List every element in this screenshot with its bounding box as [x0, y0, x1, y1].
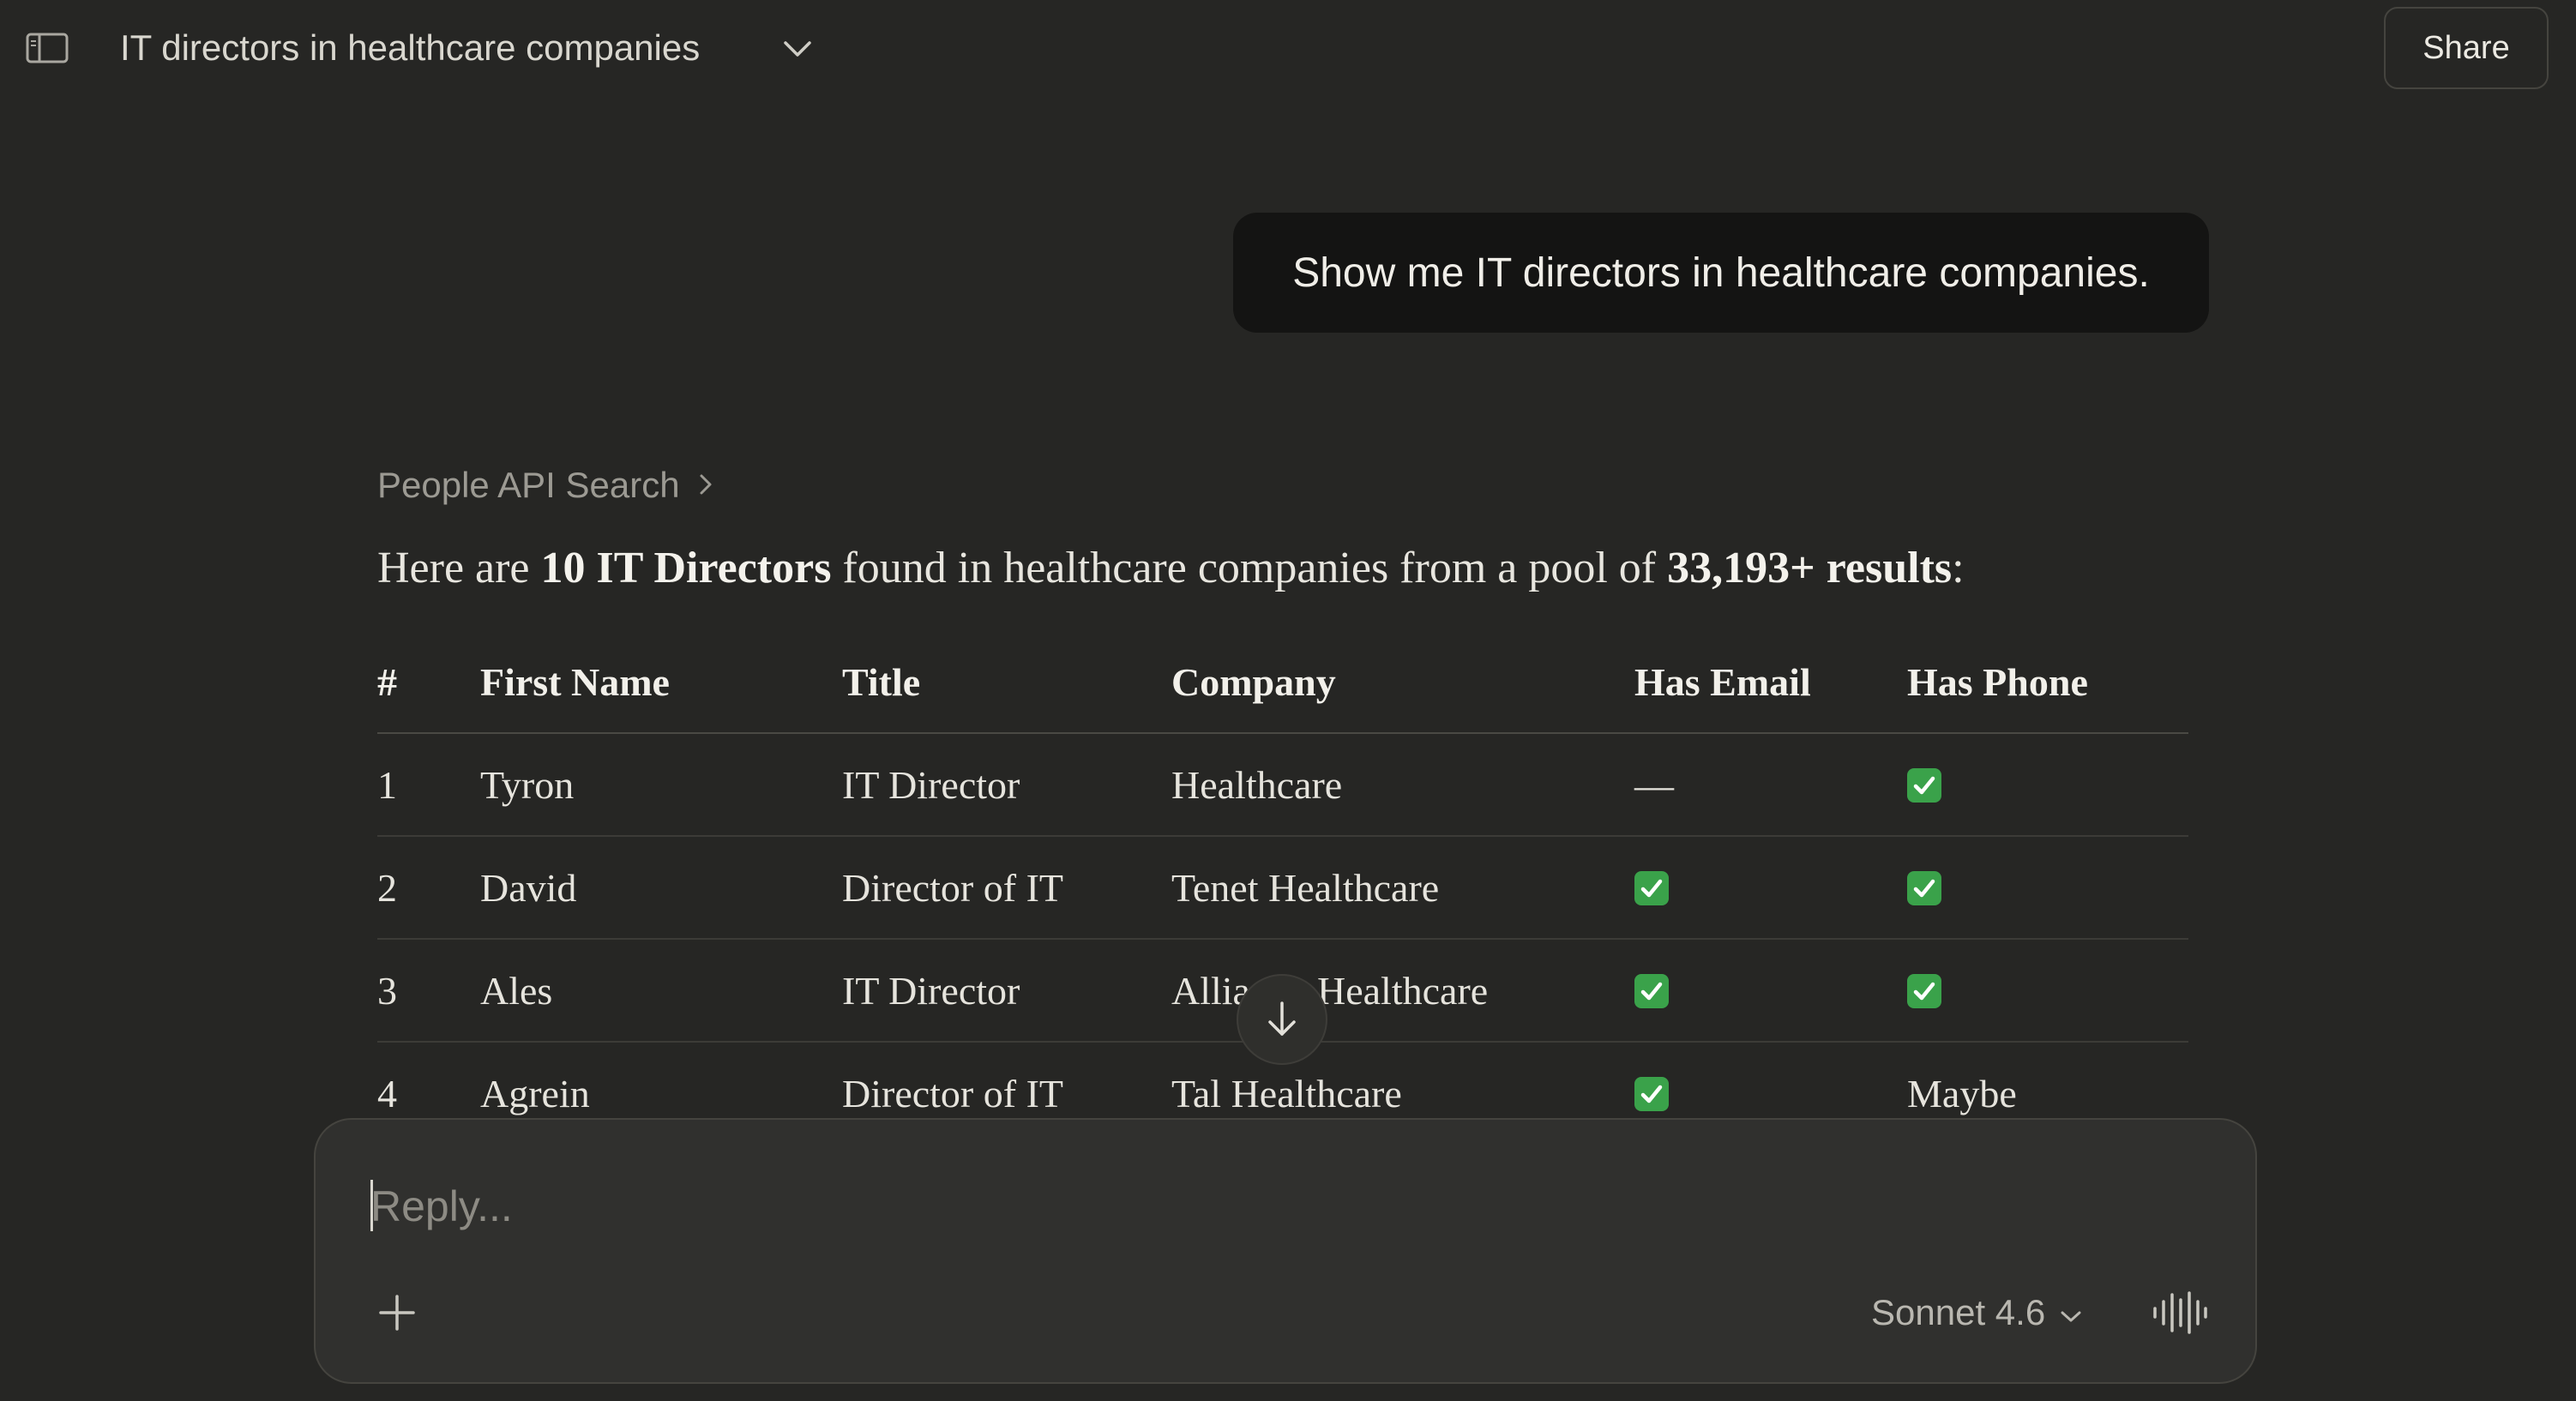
check-mark-icon	[1634, 871, 1669, 906]
results-table: # First Name Title Company Has Email Has…	[377, 640, 2188, 1145]
company-name: Tal Healthcare	[1171, 1072, 1402, 1115]
chevron-down-icon[interactable]	[782, 34, 813, 62]
chat-title[interactable]: IT directors in healthcare companies	[120, 27, 701, 68]
check-mark-icon	[1907, 974, 1941, 1009]
job-title: Director of IT	[842, 1072, 1063, 1115]
summary-prefix: Here are	[377, 544, 541, 592]
has-phone-cell	[1907, 837, 1941, 940]
check-mark-icon	[1907, 768, 1941, 803]
company-name: Tenet Healthcare	[1171, 866, 1440, 910]
first-name: Tyron	[480, 763, 575, 807]
has-phone-cell	[1907, 734, 1941, 837]
row-number: 4	[377, 1072, 397, 1115]
company-name-tail: Healthcare	[1317, 969, 1489, 1013]
column-header-company: Company	[1171, 660, 1336, 704]
company-name-partial: Allia	[1171, 969, 1250, 1013]
has-phone-cell	[1907, 940, 1941, 1043]
arrow-down-icon	[1268, 1001, 1296, 1036]
reply-input[interactable]	[369, 1171, 2173, 1242]
column-header-first-name: First Name	[480, 660, 670, 704]
has-email-cell	[1634, 837, 1669, 940]
row-number: 3	[377, 969, 397, 1013]
top-bar: IT directors in healthcare companies Sha…	[0, 0, 2576, 96]
row-number: 2	[377, 866, 397, 910]
job-title: Director of IT	[842, 866, 1063, 910]
composer: Sonnet 4.6	[314, 1118, 2257, 1384]
company-name: Healthcare	[1171, 763, 1343, 807]
summary-pool: 33,193+ results	[1667, 544, 1953, 592]
tool-call-link[interactable]: People API Search	[377, 463, 714, 508]
column-header-has-phone: Has Phone	[1907, 660, 2088, 704]
table-row: 1 Tyron IT Director Healthcare —	[377, 734, 2188, 837]
column-header-number: #	[377, 660, 397, 704]
table-header-row: # First Name Title Company Has Email Has…	[377, 640, 2188, 734]
has-phone-value: Maybe	[1907, 1072, 2017, 1115]
has-email-value: —	[1634, 763, 1674, 807]
summary-count: 10 IT Directors	[540, 544, 832, 592]
model-selector[interactable]: Sonnet 4.6	[1871, 1284, 2083, 1341]
voice-waveform-icon[interactable]	[2146, 1284, 2214, 1341]
text-caret	[370, 1180, 373, 1231]
sidebar-toggle-icon[interactable]	[26, 33, 69, 63]
check-mark-icon	[1907, 871, 1941, 906]
has-email-cell	[1634, 940, 1669, 1043]
first-name: David	[480, 866, 577, 910]
check-mark-icon	[1634, 1077, 1669, 1112]
assistant-summary: Here are 10 IT Directors found in health…	[377, 538, 1965, 598]
row-number: 1	[377, 763, 397, 807]
first-name: Ales	[480, 969, 553, 1013]
has-email-cell	[1634, 1043, 1669, 1145]
job-title: IT Director	[842, 969, 1020, 1013]
column-header-has-email: Has Email	[1634, 660, 1811, 704]
column-header-title: Title	[842, 660, 921, 704]
share-button[interactable]: Share	[2384, 7, 2549, 89]
user-message: Show me IT directors in healthcare compa…	[1233, 213, 2209, 333]
model-label: Sonnet 4.6	[1871, 1292, 2046, 1332]
table-row: 2 David Director of IT Tenet Healthcare	[377, 837, 2188, 940]
scroll-to-bottom-button[interactable]	[1237, 974, 1327, 1065]
check-mark-icon	[1634, 974, 1669, 1009]
tool-call-label: People API Search	[377, 465, 680, 505]
summary-suffix: :	[1952, 544, 1965, 592]
table-row: 4 Agrein Director of IT Tal Healthcare M…	[377, 1043, 2188, 1145]
first-name: Agrein	[480, 1072, 590, 1115]
chevron-down-icon	[2059, 1292, 2083, 1333]
plus-icon[interactable]	[367, 1283, 427, 1343]
summary-middle: found in healthcare companies from a poo…	[831, 544, 1668, 592]
job-title: IT Director	[842, 763, 1020, 807]
chevron-right-icon	[697, 463, 714, 508]
